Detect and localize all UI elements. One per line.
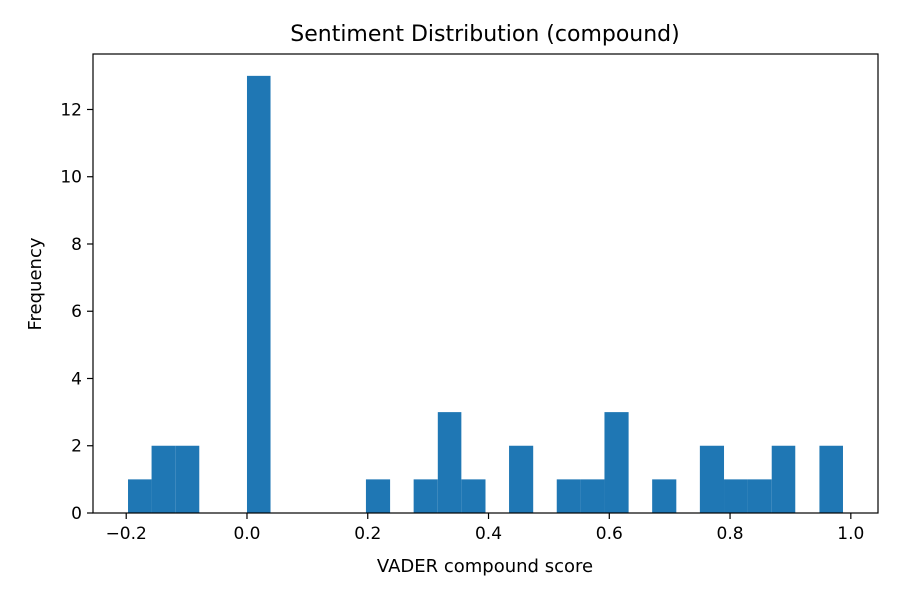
y-tick-label: 0 xyxy=(71,504,82,524)
y-tick-label: 8 xyxy=(71,235,82,255)
histogram-bar xyxy=(771,445,796,513)
histogram-bar xyxy=(556,479,581,513)
x-tick-label: −0.2 xyxy=(106,524,147,544)
x-tick-label: 1.0 xyxy=(837,524,864,544)
x-axis: −0.2 0.0 0.2 0.4 0.6 0.8 1.0 xyxy=(106,513,864,544)
y-tick-label: 6 xyxy=(71,302,82,322)
histogram-bar xyxy=(604,412,629,513)
histogram-bar xyxy=(652,479,677,513)
y-axis-label: Frequency xyxy=(25,237,46,330)
y-tick-label: 2 xyxy=(71,437,82,457)
y-tick-label: 10 xyxy=(60,168,82,188)
x-axis-label: VADER compound score xyxy=(377,556,593,577)
histogram-bar xyxy=(365,479,391,513)
x-tick-label: 0.8 xyxy=(717,524,744,544)
histogram-bar xyxy=(819,445,843,513)
histogram-bar xyxy=(724,479,748,513)
histogram-bar xyxy=(128,479,152,513)
histogram-bar xyxy=(413,479,438,513)
x-tick-label: 0.6 xyxy=(596,524,623,544)
plot-frame xyxy=(92,53,879,514)
x-tick-label: 0.2 xyxy=(354,524,381,544)
histogram-bar xyxy=(461,479,486,513)
y-axis: 0 2 4 6 8 10 12 xyxy=(60,100,93,524)
y-tick-label: 12 xyxy=(60,100,82,120)
y-tick-label: 4 xyxy=(71,369,82,389)
histogram-bar xyxy=(509,445,534,513)
histogram-bar xyxy=(246,75,271,514)
chart-title: Sentiment Distribution (compound) xyxy=(290,22,679,47)
histogram-bar xyxy=(747,479,772,513)
histogram-bar xyxy=(437,412,462,513)
bars-group xyxy=(128,75,843,514)
histogram-bar xyxy=(151,445,176,513)
histogram-bar xyxy=(175,445,200,513)
x-tick-label: 0.0 xyxy=(233,524,260,544)
histogram-bar xyxy=(580,479,605,513)
histogram-bar xyxy=(699,445,725,513)
x-tick-label: 0.4 xyxy=(475,524,502,544)
